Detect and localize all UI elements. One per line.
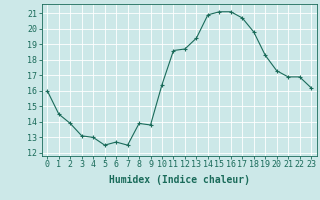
X-axis label: Humidex (Indice chaleur): Humidex (Indice chaleur) [109,175,250,185]
